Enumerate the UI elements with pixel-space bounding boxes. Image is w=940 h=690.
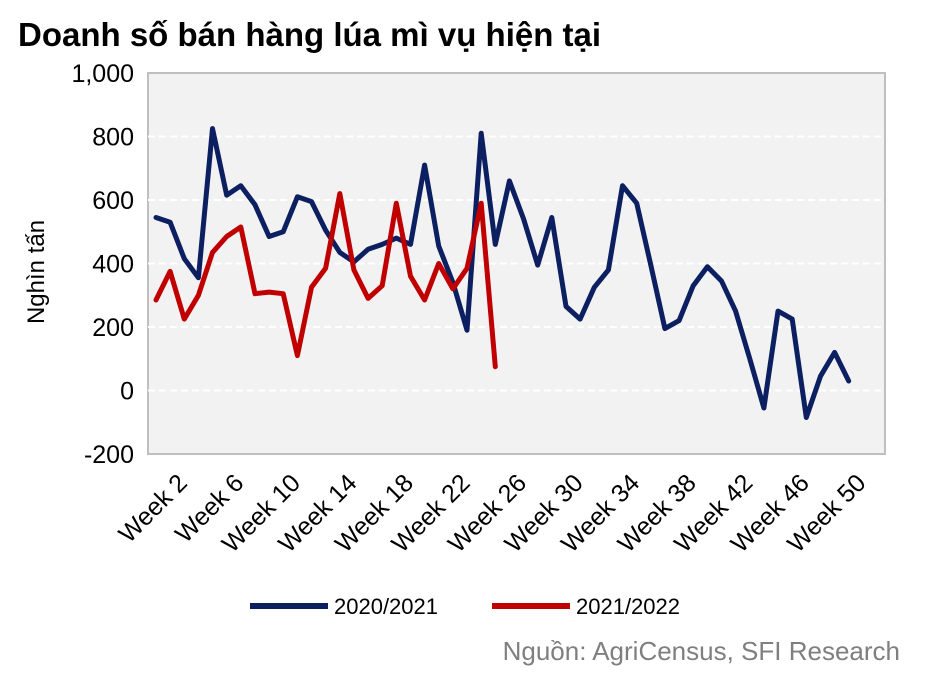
legend: 2020/2021 2021/2022 [250, 594, 680, 619]
source-note: Nguồn: AgriCensus, SFI Research [502, 636, 900, 666]
series-line-2021-2022 [153, 191, 498, 370]
y-tick-labels: 1,000 800 600 400 200 0 -200 [71, 60, 134, 469]
y-tick-label: 600 [92, 187, 134, 215]
y-tick-label: -200 [84, 441, 134, 469]
y-tick-label: 200 [92, 314, 134, 342]
series-line-2020-2021 [153, 126, 852, 420]
y-tick-label: 400 [92, 251, 134, 279]
y-tick-label: 800 [92, 124, 134, 152]
series-lines [153, 126, 852, 420]
y-tick-label: 0 [120, 378, 134, 406]
y-tick-label: 1,000 [71, 60, 134, 88]
y-axis-title: Nghìn tấn [23, 220, 50, 324]
chart-title: Doanh số bán hàng lúa mì vụ hiện tại [18, 16, 602, 53]
legend-label-1: 2020/2021 [334, 594, 438, 619]
legend-label-2: 2021/2022 [576, 594, 680, 619]
